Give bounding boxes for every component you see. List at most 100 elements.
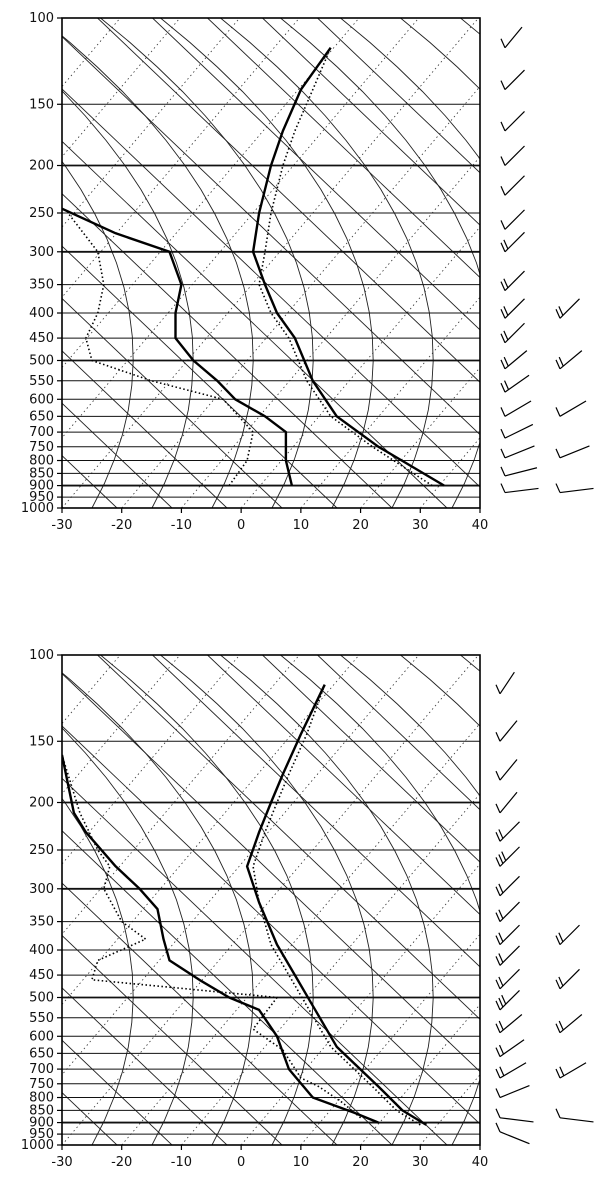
wind-barb xyxy=(495,1122,530,1145)
x-tick-label: -20 xyxy=(111,518,132,533)
y-tick-label: 300 xyxy=(29,245,54,260)
wind-barb-staff xyxy=(499,671,515,695)
y-tick-label: 100 xyxy=(29,11,54,26)
wind-barb xyxy=(500,231,525,253)
wind-barb-flag xyxy=(555,448,561,459)
dewpoint-trace-2 xyxy=(67,212,254,487)
x-tick-label: 10 xyxy=(293,518,310,533)
wind-barb-flag xyxy=(500,242,506,253)
wind-barb xyxy=(495,1014,523,1034)
plot-area xyxy=(62,655,611,1145)
wind-barb-flag xyxy=(555,1023,561,1033)
wind-barb xyxy=(555,1062,587,1079)
wind-barb-flag xyxy=(500,407,506,417)
x-tick-label: 30 xyxy=(412,1155,429,1170)
wind-barb-flag xyxy=(495,1122,501,1133)
y-tick-label: 350 xyxy=(29,915,54,930)
plot-frame xyxy=(61,17,481,509)
dry-adiabat-line xyxy=(62,672,480,1073)
wind-barb-flag xyxy=(500,359,506,370)
wind-barb-flag xyxy=(500,186,506,196)
y-tick-label: 950 xyxy=(29,1127,54,1142)
wind-barb-staff xyxy=(499,1085,530,1099)
wind-barb-flag xyxy=(500,80,506,90)
wind-barb-flag xyxy=(555,309,561,319)
moist-adiabat-curve xyxy=(460,18,480,35)
dry-adiabat-line xyxy=(62,1039,173,1145)
wind-barb-flag xyxy=(495,1047,501,1057)
y-tick-label: 850 xyxy=(29,1103,54,1118)
wind-barb-flag xyxy=(498,829,504,839)
wind-barb-flag xyxy=(495,732,501,742)
wind-barb-flag xyxy=(495,1023,501,1033)
x-tick-label: -20 xyxy=(111,1155,132,1170)
wind-barb-flag xyxy=(558,1020,564,1031)
wind-barb xyxy=(495,1085,530,1099)
y-tick-label: 650 xyxy=(29,409,54,424)
x-tick-label: -10 xyxy=(171,518,192,533)
dry-adiabat-line xyxy=(207,18,480,279)
wind-barb-flag xyxy=(498,1020,504,1031)
wind-barb-flag xyxy=(499,1066,505,1077)
wind-barb xyxy=(495,671,515,695)
wind-barb-staff xyxy=(504,467,538,477)
y-tick-label: 550 xyxy=(29,1011,54,1026)
y-tick-label: 950 xyxy=(29,490,54,505)
wind-barb-flag xyxy=(503,356,509,367)
skewt-chart-2: 1001502002503003504004505005506006507007… xyxy=(21,648,611,1170)
x-tick-label: 0 xyxy=(237,1155,245,1170)
wind-barb xyxy=(495,989,520,1011)
wind-barb-flag xyxy=(500,382,506,393)
isotherm-line xyxy=(62,655,479,1145)
wind-barb-staff xyxy=(499,1117,534,1123)
dry-adiabat-line xyxy=(317,18,480,174)
wind-barb-flag xyxy=(495,832,501,842)
wind-barb xyxy=(495,759,518,781)
wind-barb-flag xyxy=(498,953,504,963)
isotherm-line xyxy=(62,18,181,158)
wind-barb-flag xyxy=(503,306,509,316)
dry-adiabat-line xyxy=(62,35,480,436)
moist-adiabat-curve xyxy=(280,18,480,508)
isotherm-line xyxy=(62,18,360,369)
dry-adiabat-line xyxy=(62,140,448,508)
x-tick-label: 20 xyxy=(352,518,369,533)
moist-adiabat-curve xyxy=(220,655,434,1145)
isotherm-line xyxy=(419,1074,480,1145)
dry-adiabat-line xyxy=(62,934,283,1145)
isotherm-line xyxy=(540,655,611,1145)
wind-barb-flag xyxy=(495,1000,501,1011)
dry-adiabat-line xyxy=(97,655,480,1020)
isotherm-line xyxy=(181,793,480,1145)
wind-barb xyxy=(555,350,583,370)
y-tick-label: 600 xyxy=(29,392,54,407)
isotherm-line xyxy=(62,655,360,1006)
isotherm-line xyxy=(62,655,300,935)
moist-adiabat-curve xyxy=(62,797,134,1145)
moist-adiabat-curve xyxy=(160,18,374,508)
wind-barb-staff xyxy=(504,400,532,417)
wind-barb-flag xyxy=(498,976,504,987)
wind-barb-staff xyxy=(559,445,590,459)
y-tick-label: 550 xyxy=(29,374,54,389)
wind-barb xyxy=(500,209,525,230)
y-tick-label: 750 xyxy=(29,1077,54,1092)
wind-barb xyxy=(495,1039,525,1058)
wind-barb-flag xyxy=(495,857,501,867)
y-tick-label: 800 xyxy=(29,454,54,469)
dry-adiabat-line xyxy=(62,777,448,1145)
moist-adiabat-curve xyxy=(62,35,254,508)
wind-barb-flag xyxy=(500,448,506,459)
wind-barb-flag xyxy=(500,309,506,319)
dry-adiabat-line xyxy=(62,350,228,508)
wind-barb-flag xyxy=(495,1068,501,1079)
x-tick-label: 30 xyxy=(412,518,429,533)
y-tick-label: 250 xyxy=(29,206,54,221)
dry-adiabat-line xyxy=(62,88,480,488)
wind-barb xyxy=(495,875,520,897)
wind-barb-flag xyxy=(558,932,564,942)
isotherm-line xyxy=(121,85,480,508)
dry-adiabat-line xyxy=(152,18,480,331)
temperature-trace-1 xyxy=(62,754,379,1124)
x-tick-label: 40 xyxy=(472,1155,489,1170)
